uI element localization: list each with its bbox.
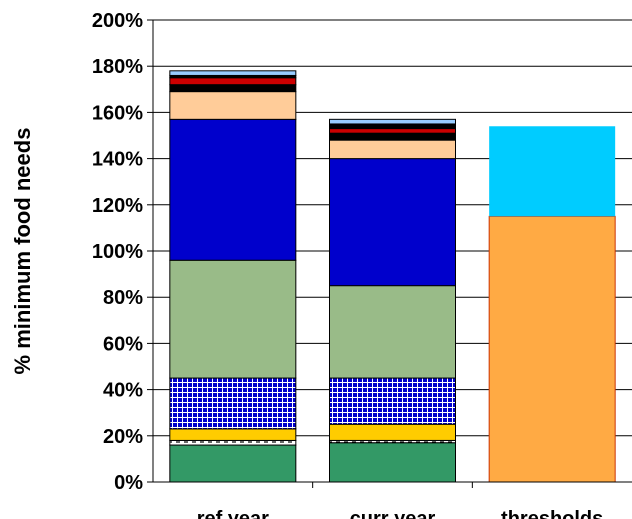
bar-segment <box>489 126 616 217</box>
bar-segment <box>329 377 456 425</box>
bar-segment <box>169 377 297 430</box>
category-labels: ref year curr year thresholds <box>197 508 604 519</box>
bar-segment <box>169 77 297 86</box>
bar-segment <box>488 215 616 483</box>
y-tick-label: 160% <box>92 102 143 124</box>
y-tick-label: 80% <box>103 287 143 309</box>
y-tick-label: 200% <box>92 10 143 32</box>
y-tick-label: 140% <box>92 149 143 171</box>
bar-segment <box>329 423 456 441</box>
y-tick-label: 120% <box>92 195 143 217</box>
bar-segment <box>329 132 456 141</box>
bar-segment <box>169 439 297 446</box>
bar-segment <box>329 128 456 134</box>
bar-segment <box>329 139 456 160</box>
bar-segment <box>329 123 456 130</box>
y-axis-label: % minimum food needs <box>10 128 35 375</box>
bar-segment <box>329 442 456 483</box>
bar-segment <box>169 118 297 261</box>
bar-segment <box>169 259 297 379</box>
bar-segment <box>169 91 297 120</box>
category-label: thresholds <box>501 508 603 519</box>
y-tick-label: 60% <box>103 333 143 355</box>
y-tick-label: 0% <box>114 472 143 494</box>
bar-segment <box>169 84 297 93</box>
y-tick-label: 180% <box>92 56 143 78</box>
y-tick-label: 20% <box>103 426 143 448</box>
bar-segment <box>169 444 297 483</box>
category-label: curr year <box>350 508 436 519</box>
bar-segment <box>169 428 297 441</box>
bar-segment <box>169 70 297 76</box>
bar-segment <box>329 118 456 125</box>
bars <box>169 70 616 483</box>
bar-segment <box>329 285 456 379</box>
y-tick-label: 40% <box>103 380 143 402</box>
y-tick-label: 100% <box>92 241 143 263</box>
bar-segment <box>329 158 456 287</box>
y-tick-labels: 0% 20% 40% 60% 80% 100% 120% 140% 160% 180% 200% <box>92 10 153 494</box>
category-label: ref year <box>197 508 269 519</box>
